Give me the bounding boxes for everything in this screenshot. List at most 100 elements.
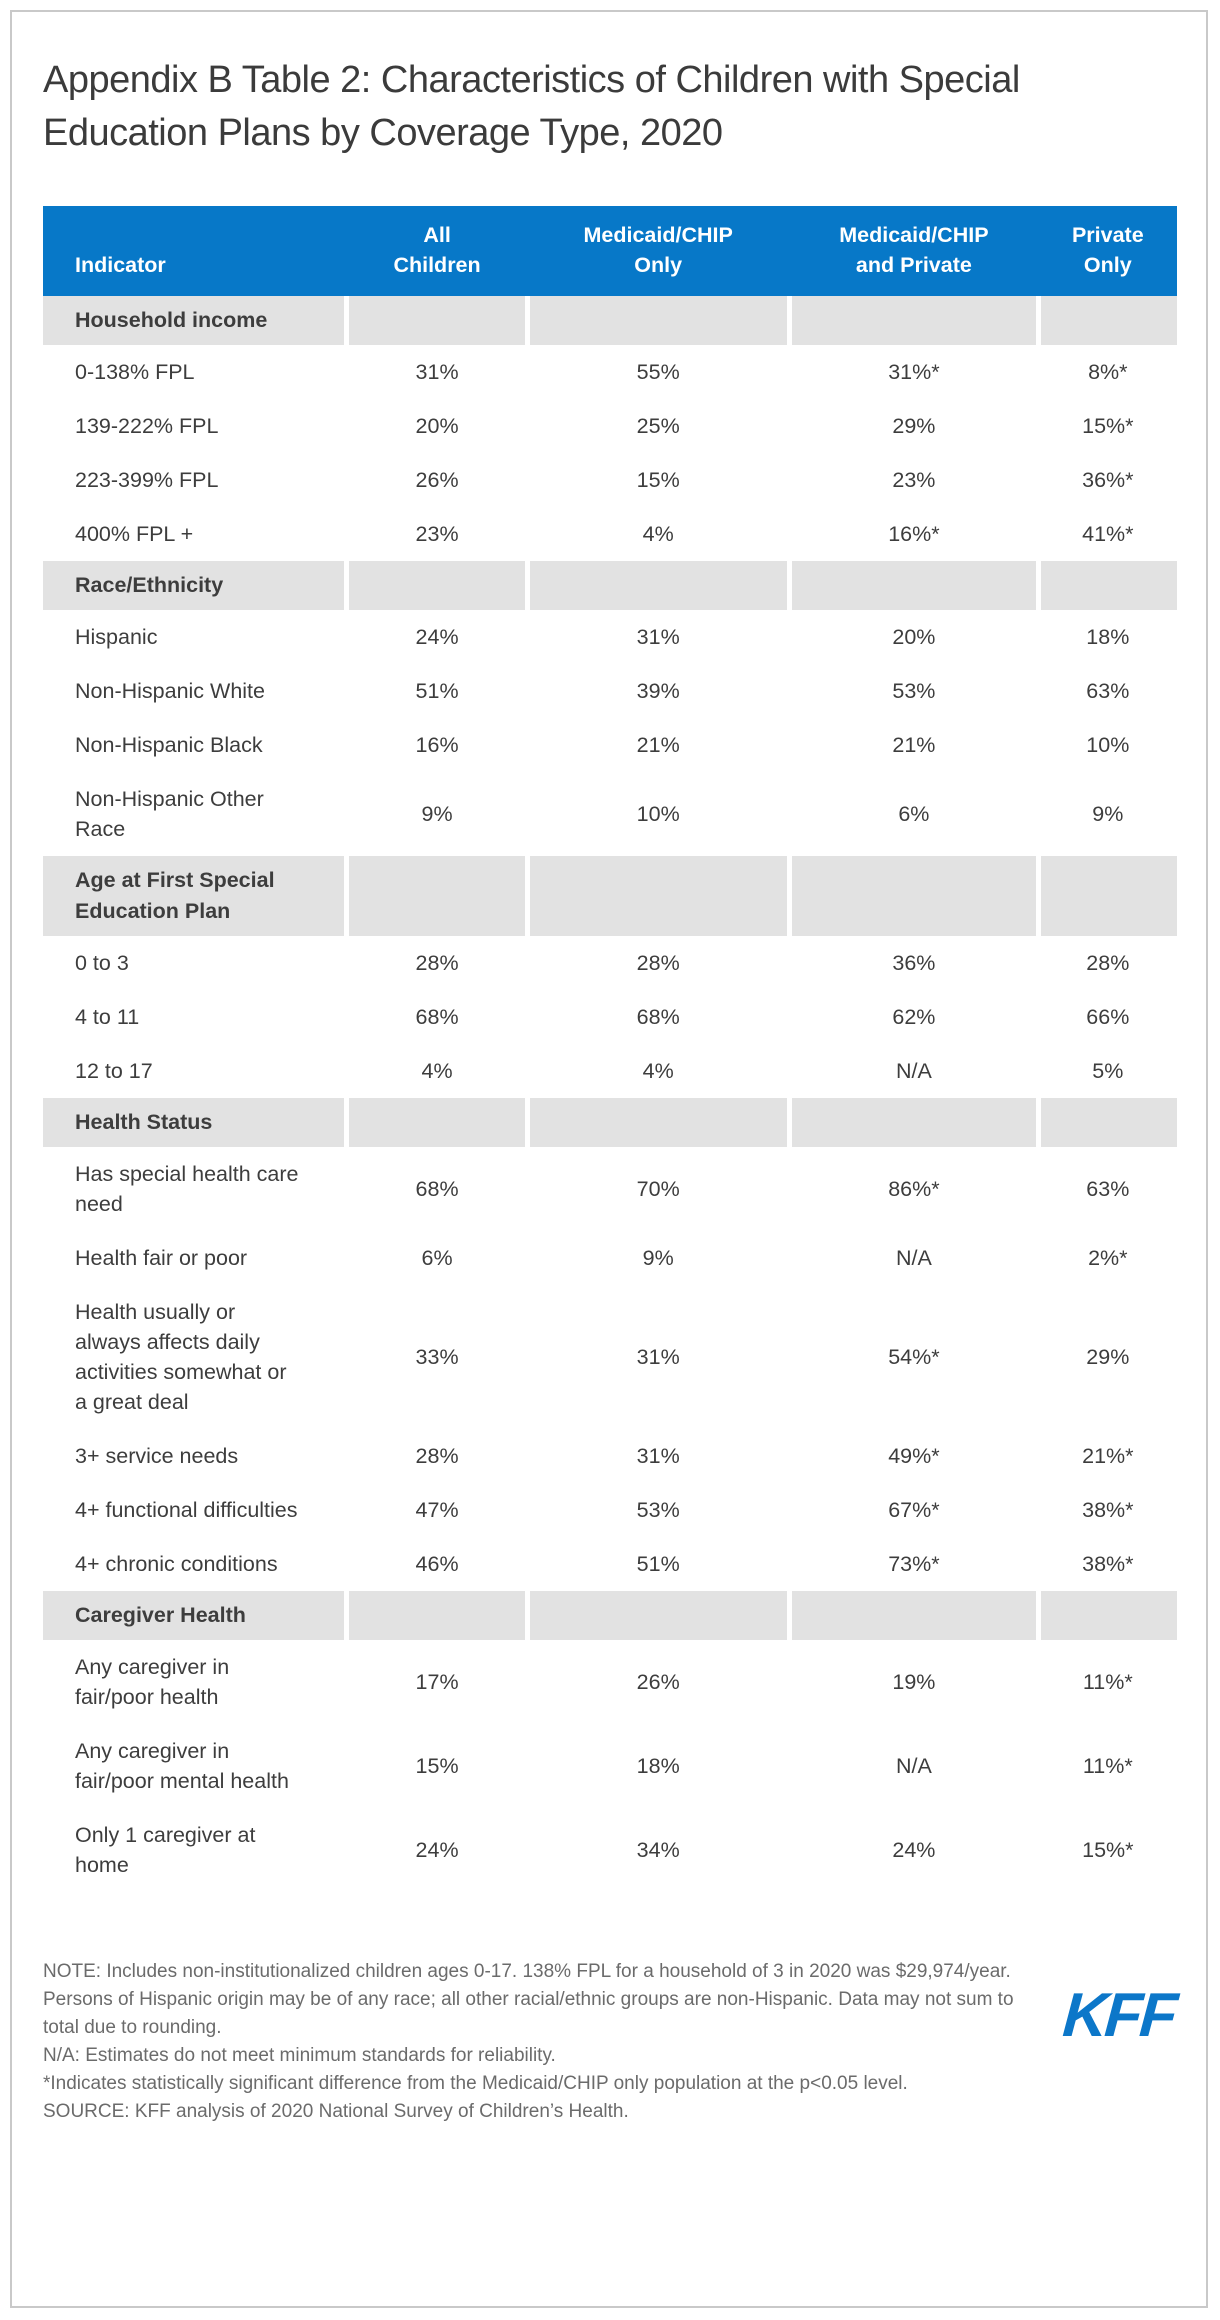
value-cell: 26% xyxy=(636,1670,680,1694)
column-header-medicaid-chip-only: Medicaid/CHIP Only xyxy=(527,206,790,296)
value-cell: 53% xyxy=(892,679,936,703)
indicator-cell: Non-Hispanic Black xyxy=(75,733,263,757)
section-spacer-cell xyxy=(527,856,792,936)
table-row: 4+ functional difficulties 47% 53% 67%* 38%* xyxy=(43,1483,1177,1537)
value-cell: 11%* xyxy=(1082,1670,1133,1694)
value-cell: 10% xyxy=(1086,733,1130,757)
value-cell: 21%* xyxy=(1082,1444,1134,1468)
section-title: Household income xyxy=(43,296,350,345)
value-cell: N/A xyxy=(895,1246,932,1270)
value-cell: 26% xyxy=(415,468,459,492)
value-cell: 6% xyxy=(421,1246,453,1270)
footnotes: NOTE: Includes non-institutionalized chi… xyxy=(43,1958,1051,2126)
section-title: Age at First Special Education Plan xyxy=(43,856,350,936)
section-spacer-cell xyxy=(346,296,530,345)
value-cell: 5% xyxy=(1092,1059,1124,1083)
table-row: Health usually or always affects daily a… xyxy=(43,1285,1177,1429)
section-header-row: Health Status xyxy=(43,1098,1177,1147)
section-spacer-cell xyxy=(346,1098,530,1147)
value-cell: 9% xyxy=(421,802,453,826)
value-cell: 23% xyxy=(415,522,459,546)
table-row: Health fair or poor 6% 9% N/A 2%* xyxy=(43,1231,1177,1285)
indicator-cell: 0-138% FPL xyxy=(75,360,195,384)
indicator-cell: 3+ service needs xyxy=(75,1444,239,1468)
value-cell: 24% xyxy=(892,1838,936,1862)
value-cell: 38%* xyxy=(1082,1498,1134,1522)
indicator-cell: 4+ chronic conditions xyxy=(75,1552,278,1576)
value-cell: 4% xyxy=(642,522,674,546)
value-cell: 36%* xyxy=(1082,468,1134,492)
indicator-cell: 4+ functional difficulties xyxy=(75,1498,298,1522)
table-row: Any caregiver in fair/poor mental health… xyxy=(43,1724,1177,1808)
value-cell: 29% xyxy=(1086,1345,1130,1369)
value-cell: 25% xyxy=(636,414,680,438)
section-spacer-cell xyxy=(527,1591,792,1640)
section-spacer-cell xyxy=(1038,1098,1177,1147)
value-cell: 18% xyxy=(1086,625,1130,649)
column-header-private-only: Private Only xyxy=(1038,206,1177,296)
section-title: Health Status xyxy=(43,1098,350,1147)
indicator-cell: 12 to 17 xyxy=(75,1059,153,1083)
table-row: 0 to 3 28% 28% 36% 28% xyxy=(43,936,1177,990)
value-cell: 28% xyxy=(636,951,680,975)
value-cell: 31% xyxy=(636,1444,680,1468)
value-cell: 38%* xyxy=(1082,1552,1134,1576)
value-cell: 73%* xyxy=(888,1552,940,1576)
value-cell: 11%* xyxy=(1082,1754,1133,1778)
value-cell: 55% xyxy=(636,360,680,384)
section-header-row: Caregiver Health xyxy=(43,1591,1177,1640)
value-cell: 20% xyxy=(892,625,936,649)
value-cell: 34% xyxy=(636,1838,680,1862)
value-cell: 46% xyxy=(415,1552,459,1576)
table-header: Indicator All Children Medicaid/CHIP Onl… xyxy=(43,206,1177,296)
indicator-cell: Non-Hispanic Other Race xyxy=(75,787,264,841)
table-row: Only 1 caregiver at home 24% 34% 24% 15%* xyxy=(43,1808,1177,1892)
section-spacer-cell xyxy=(527,1098,792,1147)
value-cell: 49%* xyxy=(888,1444,940,1468)
value-cell: 16%* xyxy=(888,522,940,546)
section-header-row: Household income xyxy=(43,296,1177,345)
value-cell: 21% xyxy=(892,733,936,757)
section-spacer-cell xyxy=(1038,1591,1177,1640)
value-cell: 28% xyxy=(415,951,459,975)
indicator-cell: 139-222% FPL xyxy=(75,414,219,438)
section-spacer-cell xyxy=(527,296,792,345)
section-spacer-cell xyxy=(789,296,1042,345)
value-cell: 15%* xyxy=(1082,414,1134,438)
indicator-cell: Non-Hispanic White xyxy=(75,679,265,703)
value-cell: 68% xyxy=(636,1005,680,1029)
section-spacer-cell xyxy=(346,1591,530,1640)
section-spacer-cell xyxy=(346,561,530,610)
value-cell: 10% xyxy=(636,802,680,826)
table-row: Non-Hispanic Other Race 9% 10% 6% 9% xyxy=(43,772,1177,856)
indicator-cell: Any caregiver in fair/poor mental health xyxy=(75,1739,289,1793)
value-cell: 31% xyxy=(636,625,680,649)
value-cell: 41%* xyxy=(1082,522,1134,546)
note-line: NOTE: Includes non-institutionalized chi… xyxy=(43,1961,1014,2038)
value-cell: 4% xyxy=(421,1059,453,1083)
value-cell: 68% xyxy=(415,1177,459,1201)
table-row: 223-399% FPL 26% 15% 23% 36%* xyxy=(43,453,1177,507)
section-spacer-cell xyxy=(789,1591,1042,1640)
value-cell: 4% xyxy=(642,1059,674,1083)
indicator-cell: 4 to 11 xyxy=(75,1005,140,1029)
value-cell: 63% xyxy=(1086,1177,1130,1201)
value-cell: 66% xyxy=(1086,1005,1130,1029)
section-header-row: Race/Ethnicity xyxy=(43,561,1177,610)
indicator-cell: Hispanic xyxy=(75,625,158,649)
value-cell: 63% xyxy=(1086,679,1130,703)
value-cell: 24% xyxy=(415,1838,459,1862)
value-cell: 39% xyxy=(636,679,680,703)
value-cell: 28% xyxy=(415,1444,459,1468)
table-row: 400% FPL + 23% 4% 16%* 41%* xyxy=(43,507,1177,561)
value-cell: 23% xyxy=(892,468,936,492)
value-cell: 15% xyxy=(636,468,680,492)
value-cell: 33% xyxy=(415,1345,459,1369)
section-spacer-cell xyxy=(789,561,1042,610)
header-row: Indicator All Children Medicaid/CHIP Onl… xyxy=(43,206,1177,296)
section-spacer-cell xyxy=(527,561,792,610)
na-definition-line: N/A: Estimates do not meet minimum stand… xyxy=(43,2045,556,2066)
section-header-row: Age at First Special Education Plan xyxy=(43,856,1177,936)
value-cell: 9% xyxy=(1092,802,1124,826)
value-cell: 54%* xyxy=(888,1345,940,1369)
